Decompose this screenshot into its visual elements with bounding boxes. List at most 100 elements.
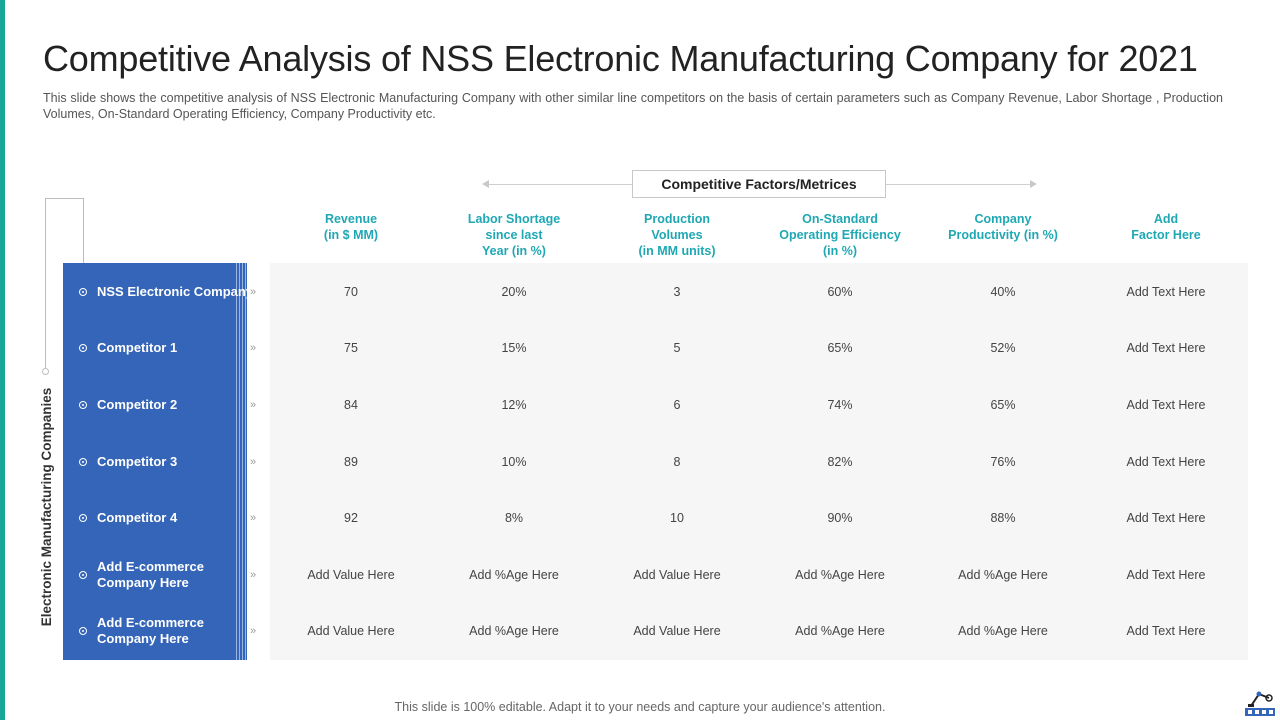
column-header-6: Add Factor Here	[1091, 211, 1241, 243]
column-header-2: Labor Shortage since last Year (in %)	[439, 211, 589, 259]
company-label-line: Competitor 2	[97, 397, 178, 412]
table-cell: 8	[673, 455, 681, 469]
table-cell: 89	[344, 455, 358, 469]
table-cell: 12%	[501, 398, 527, 412]
target-dot-icon	[79, 514, 87, 522]
column-header-3: Production Volumes (in MM units)	[602, 211, 752, 259]
table-cell: Add Text Here	[1126, 398, 1206, 412]
table-cell: Add Value Here	[633, 624, 721, 638]
table-cell: Add Text Here	[1126, 285, 1206, 299]
factors-line-right	[886, 184, 1032, 185]
arrow-left-icon	[482, 180, 489, 188]
double-chevron-right-icon: »	[250, 569, 257, 581]
table-cell: Add Value Here	[633, 568, 721, 582]
panel-stripe	[239, 263, 240, 660]
table-cell: Add Value Here	[307, 568, 395, 582]
column-header-1: Revenue (in $ MM)	[276, 211, 426, 243]
target-dot-icon	[79, 401, 87, 409]
company-label-line: Add E-commerce	[97, 615, 204, 630]
table-cell: Add %Age Here	[958, 568, 1048, 582]
company-label-line: Competitor 1	[97, 340, 178, 355]
company-label-line: Competitor 4	[97, 510, 178, 525]
table-cell: 75	[344, 341, 358, 355]
table-cell: 82%	[827, 455, 853, 469]
company-label-line: Add E-commerce	[97, 559, 204, 574]
double-chevron-right-icon: »	[250, 342, 257, 354]
company-label: Competitor 2	[97, 397, 245, 413]
table-cell: 15%	[501, 341, 527, 355]
table-cell: 10%	[501, 455, 527, 469]
column-header-line: Operating Efficiency	[779, 228, 901, 242]
table-cell: 74%	[827, 398, 853, 412]
company-label: Competitor 4	[97, 510, 245, 526]
company-label-line: Company Here	[97, 575, 189, 590]
table-cell: Add Text Here	[1126, 455, 1206, 469]
table-cell: 52%	[990, 341, 1016, 355]
panel-stripe	[242, 263, 243, 660]
company-label: NSS Electronic Company	[97, 284, 254, 300]
column-header-line: Add	[1153, 212, 1179, 226]
company-label-line: NSS Electronic Company	[97, 284, 254, 299]
column-header-line: Factor Here	[1131, 228, 1201, 242]
table-cell: 60%	[827, 285, 853, 299]
double-chevron-right-icon: »	[250, 512, 257, 524]
target-dot-icon	[79, 627, 87, 635]
robot-arm-logo-icon	[1245, 691, 1275, 716]
company-label: Add E-commerce Company Here	[97, 559, 245, 591]
table-cell: Add Text Here	[1126, 568, 1206, 582]
column-header-line: Production	[644, 212, 710, 226]
column-header-line: (in %)	[822, 244, 858, 258]
table-cell: 5	[673, 341, 681, 355]
table-cell: 3	[673, 285, 681, 299]
column-header-line: Productivity (in %)	[948, 228, 1058, 242]
table-cell: Add Value Here	[307, 624, 395, 638]
page-subtitle: This slide shows the competitive analysi…	[43, 91, 1223, 121]
arrow-right-icon	[1030, 180, 1037, 188]
table-cell: 76%	[990, 455, 1016, 469]
table-cell: Add %Age Here	[469, 624, 559, 638]
column-header-line: Volumes	[651, 228, 703, 242]
factors-header: Competitive Factors/Metrices	[632, 170, 886, 198]
target-dot-icon	[79, 344, 87, 352]
table-cell: 88%	[990, 511, 1016, 525]
table-body	[270, 263, 1248, 660]
table-cell: Add Text Here	[1126, 341, 1206, 355]
table-cell: 40%	[990, 285, 1016, 299]
company-label-line: Competitor 3	[97, 454, 178, 469]
column-header-line: Company	[974, 212, 1032, 226]
footer-note: This slide is 100% editable. Adapt it to…	[394, 700, 886, 714]
table-cell: Add %Age Here	[958, 624, 1048, 638]
table-cell: 65%	[827, 341, 853, 355]
double-chevron-right-icon: »	[250, 286, 257, 298]
table-cell: 6	[673, 398, 681, 412]
column-header-4: On-Standard Operating Efficiency (in %)	[765, 211, 915, 259]
target-dot-icon	[79, 458, 87, 466]
target-dot-icon	[79, 571, 87, 579]
company-label: Competitor 3	[97, 454, 245, 470]
side-label: Electronic Manufacturing Companies	[39, 387, 54, 627]
table-cell: Add Text Here	[1126, 511, 1206, 525]
company-label-line: Company Here	[97, 631, 189, 646]
table-cell: 70	[344, 285, 358, 299]
column-header-line: On-Standard	[802, 212, 878, 226]
bracket-top	[45, 198, 83, 199]
column-header-line: Revenue	[324, 212, 378, 226]
left-accent-bar	[0, 0, 5, 720]
column-header-line: Year (in %)	[482, 244, 546, 258]
page-title: Competitive Analysis of NSS Electronic M…	[43, 38, 1198, 79]
bracket-dot-icon	[42, 368, 49, 375]
double-chevron-right-icon: »	[250, 456, 257, 468]
table-cell: Add %Age Here	[795, 568, 885, 582]
table-cell: 84	[344, 398, 358, 412]
table-cell: 8%	[504, 511, 524, 525]
table-cell: Add Text Here	[1126, 624, 1206, 638]
double-chevron-right-icon: »	[250, 399, 257, 411]
table-cell: Add %Age Here	[469, 568, 559, 582]
bracket-top-vertical	[83, 198, 84, 264]
table-cell: 90%	[827, 511, 853, 525]
bracket-vertical	[45, 198, 46, 370]
table-cell: 92	[344, 511, 358, 525]
company-panel	[63, 263, 247, 660]
table-cell: Add %Age Here	[795, 624, 885, 638]
column-header-5: Company Productivity (in %)	[928, 211, 1078, 243]
